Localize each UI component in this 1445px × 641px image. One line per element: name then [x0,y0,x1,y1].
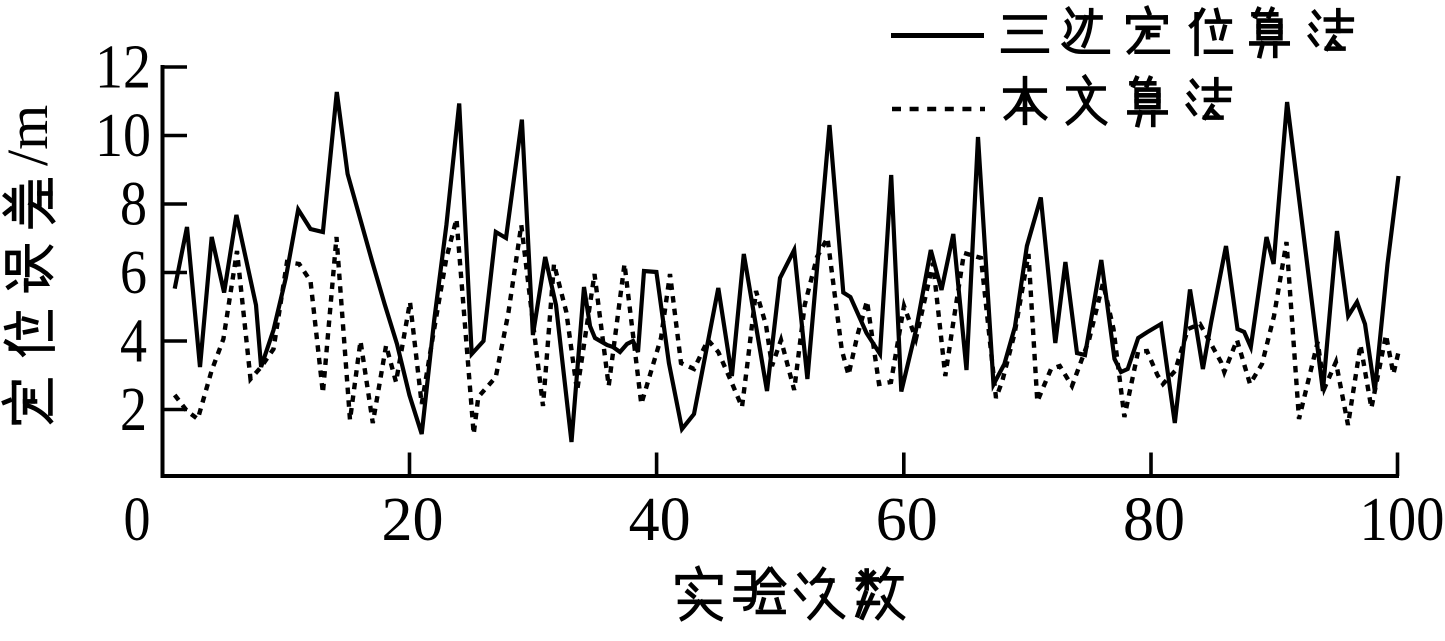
svg-text:40: 40 [629,486,691,554]
svg-text:4: 4 [120,307,147,375]
svg-text:0: 0 [124,486,151,554]
svg-text:/m: /m [0,105,60,166]
svg-text:6: 6 [120,239,147,307]
svg-text:8: 8 [120,170,147,238]
svg-text:60: 60 [876,486,938,554]
svg-text:100: 100 [1360,486,1445,554]
svg-text:20: 20 [382,486,444,554]
svg-text:12: 12 [95,33,151,101]
svg-text:80: 80 [1123,486,1185,554]
svg-text:10: 10 [95,102,151,170]
svg-text:2: 2 [120,376,147,444]
